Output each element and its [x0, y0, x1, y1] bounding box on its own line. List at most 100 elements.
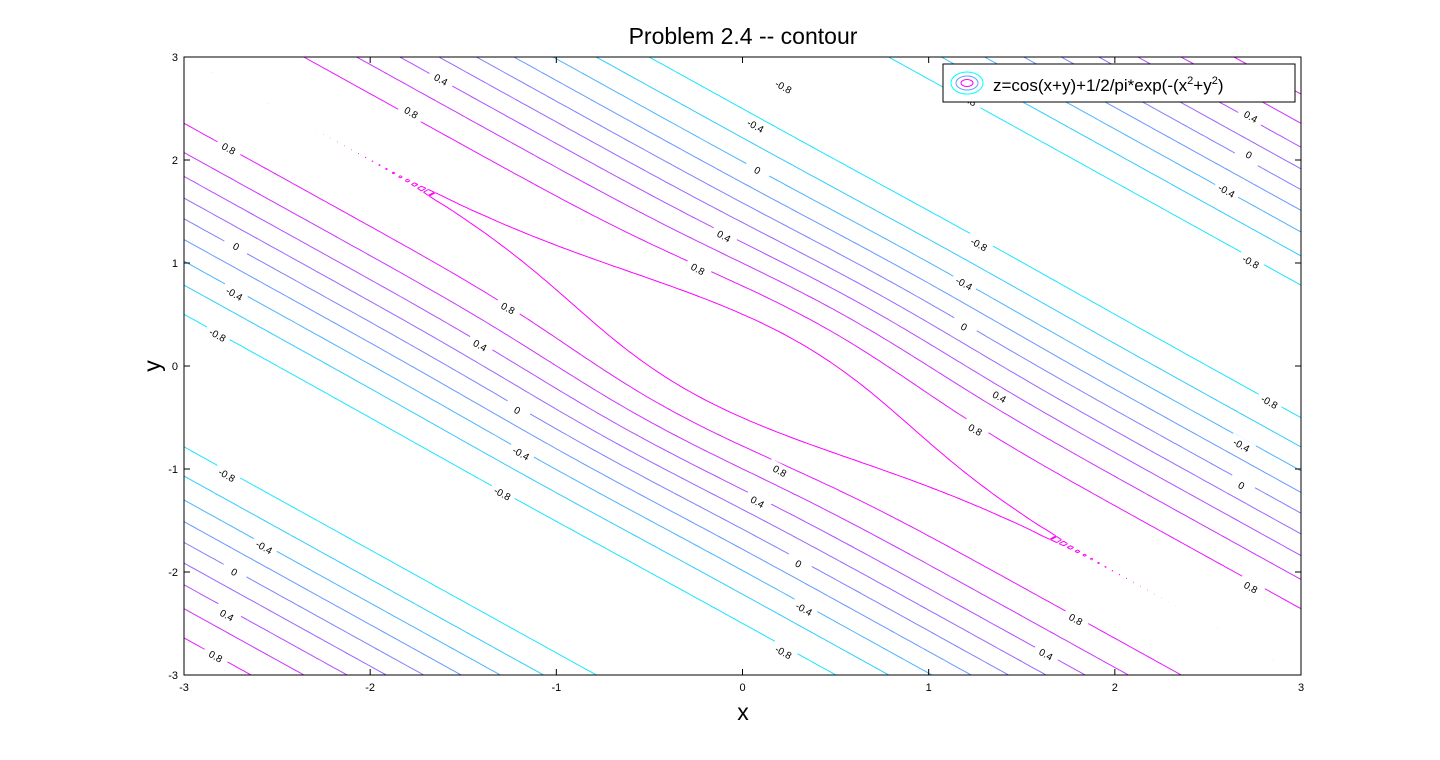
x-axis-label: x — [737, 699, 749, 725]
contour-label: 0 — [743, 157, 773, 182]
legend-sup-2: 2 — [1212, 75, 1218, 87]
contour-lines — [184, 57, 1301, 675]
contour-label: 0.4 — [1031, 641, 1061, 666]
contour-label-bg — [465, 332, 495, 357]
contour-label: 0 — [1227, 473, 1257, 498]
contour-label: 0.8 — [960, 417, 990, 442]
contour-level — [184, 57, 1301, 675]
contour-label: -0.8 — [964, 232, 994, 257]
contour-label: 0.8 — [765, 458, 795, 483]
contour-label-bg — [214, 136, 244, 161]
x-tick-label: -1 — [551, 682, 561, 694]
contour-label: 0.8 — [396, 100, 426, 125]
y-tick-label: 1 — [172, 258, 178, 270]
plot-area: 0.4 0.8 0.8 0 -0.4 -0.8 0.8 0.4 0 -0.4 -0.8 -0.8 -0.… — [168, 52, 1304, 694]
contour-label-bg — [203, 322, 233, 347]
contour-label-bg — [743, 489, 773, 514]
contour-label-text: 0 — [958, 322, 969, 335]
contour-label: -0.8 — [1255, 389, 1285, 414]
contour-label-bg — [960, 417, 990, 442]
contour-label-bg — [1234, 142, 1264, 167]
contour-label-bg — [949, 271, 979, 296]
contour-label: -0.4 — [789, 596, 819, 621]
contour-label-text: 0 — [231, 241, 242, 254]
contour-label-bg — [709, 223, 739, 248]
contour-label: -0.8 — [769, 74, 799, 99]
x-tick-label: 3 — [1298, 682, 1304, 694]
contour-label-bg — [396, 100, 426, 125]
contour-label: -0.8 — [203, 322, 233, 347]
contour-label: 0.8 — [214, 136, 244, 161]
contour-label: -0.8 — [769, 639, 799, 664]
contour-legend-icon — [950, 71, 984, 95]
contour-label: 0 — [784, 551, 814, 576]
contour-label-bg — [741, 113, 771, 138]
contour-label-bg — [789, 596, 819, 621]
contour-label: -0.4 — [1212, 178, 1242, 203]
contour-label: 0 — [502, 397, 533, 422]
x-tick-label: 0 — [739, 682, 745, 694]
contour-label: -0.4 — [219, 281, 250, 306]
contour-label-bg — [949, 314, 979, 339]
contour-label: 0.8 — [201, 644, 231, 669]
contour-label: -0.4 — [506, 441, 536, 466]
contour-label-bg — [201, 644, 231, 669]
contour-label-text: 0 — [752, 165, 763, 178]
contour-label-bg — [964, 232, 994, 257]
contour-label-bg — [765, 458, 795, 483]
contour-label-text: 0 — [793, 558, 804, 571]
contour-label: 0 — [949, 314, 979, 339]
legend: z=cos(x+y)+1/2/pi*exp(-(x2+y2) — [942, 63, 1296, 103]
contour-label-bg — [221, 234, 251, 259]
contour-label-text: 0 — [229, 567, 240, 580]
x-tick-label: 2 — [1112, 682, 1118, 694]
contour-label-text: 0 — [512, 405, 523, 418]
axis-ticks: -3 -2 -1 0 1 2 3 -3 -2 -1 0 1 2 3 — [168, 52, 1304, 694]
legend-text-post: ) — [1218, 76, 1224, 95]
contour-level — [184, 57, 1301, 675]
contour-level — [211, 72, 1274, 660]
contour-label-bg — [1227, 473, 1257, 498]
x-tick-label: -2 — [365, 682, 375, 694]
contour-label-bg — [426, 67, 456, 92]
contour-label-bg — [1061, 606, 1091, 631]
y-tick-label: 2 — [172, 155, 178, 167]
contour-label-bg — [212, 462, 242, 487]
contour-label: 0.4 — [212, 602, 242, 627]
legend-text-mid: +y — [1193, 76, 1212, 95]
contour-label-bg — [219, 559, 250, 584]
contour-label: 0.4 — [985, 384, 1015, 409]
y-axis-label: y — [139, 360, 165, 372]
y-tick-label: 0 — [172, 361, 178, 373]
contour-label-bg — [743, 157, 773, 182]
contour-label: -0.8 — [488, 481, 518, 506]
contour-level — [184, 57, 1301, 675]
legend-entry: z=cos(x+y)+1/2/pi*exp(-(x2+y2) — [993, 75, 1224, 95]
contour-label-bg — [985, 384, 1015, 409]
contour-level — [184, 57, 1301, 675]
x-tick-label: -3 — [179, 682, 189, 694]
legend-box — [942, 63, 1296, 103]
contour-label-bg — [219, 281, 250, 306]
y-tick-label: -3 — [168, 670, 178, 682]
x-tick-label: 1 — [926, 682, 932, 694]
contour-label-bg — [1227, 432, 1257, 457]
contour-label-bg — [502, 397, 533, 422]
contour-label: 0 — [221, 234, 251, 259]
contour-label: 0.8 — [683, 256, 713, 281]
contour-label-bg — [683, 256, 713, 281]
y-tick-label: -2 — [168, 567, 178, 579]
contour-label: 0 — [219, 559, 250, 584]
contour-label-bg — [769, 74, 799, 99]
contour-label-bg — [1212, 178, 1242, 203]
y-tick-label: -1 — [168, 464, 178, 476]
contour-label: -0.8 — [1236, 249, 1266, 274]
contour-label-bg — [1236, 104, 1266, 129]
contour-label-text: 0 — [1236, 480, 1247, 493]
contour-label-bg — [506, 441, 536, 466]
contour-label-bg — [212, 602, 242, 627]
contour-label-bg — [249, 534, 279, 559]
contour-label: 0.8 — [1236, 575, 1266, 600]
legend-sup-1: 2 — [1187, 75, 1193, 87]
